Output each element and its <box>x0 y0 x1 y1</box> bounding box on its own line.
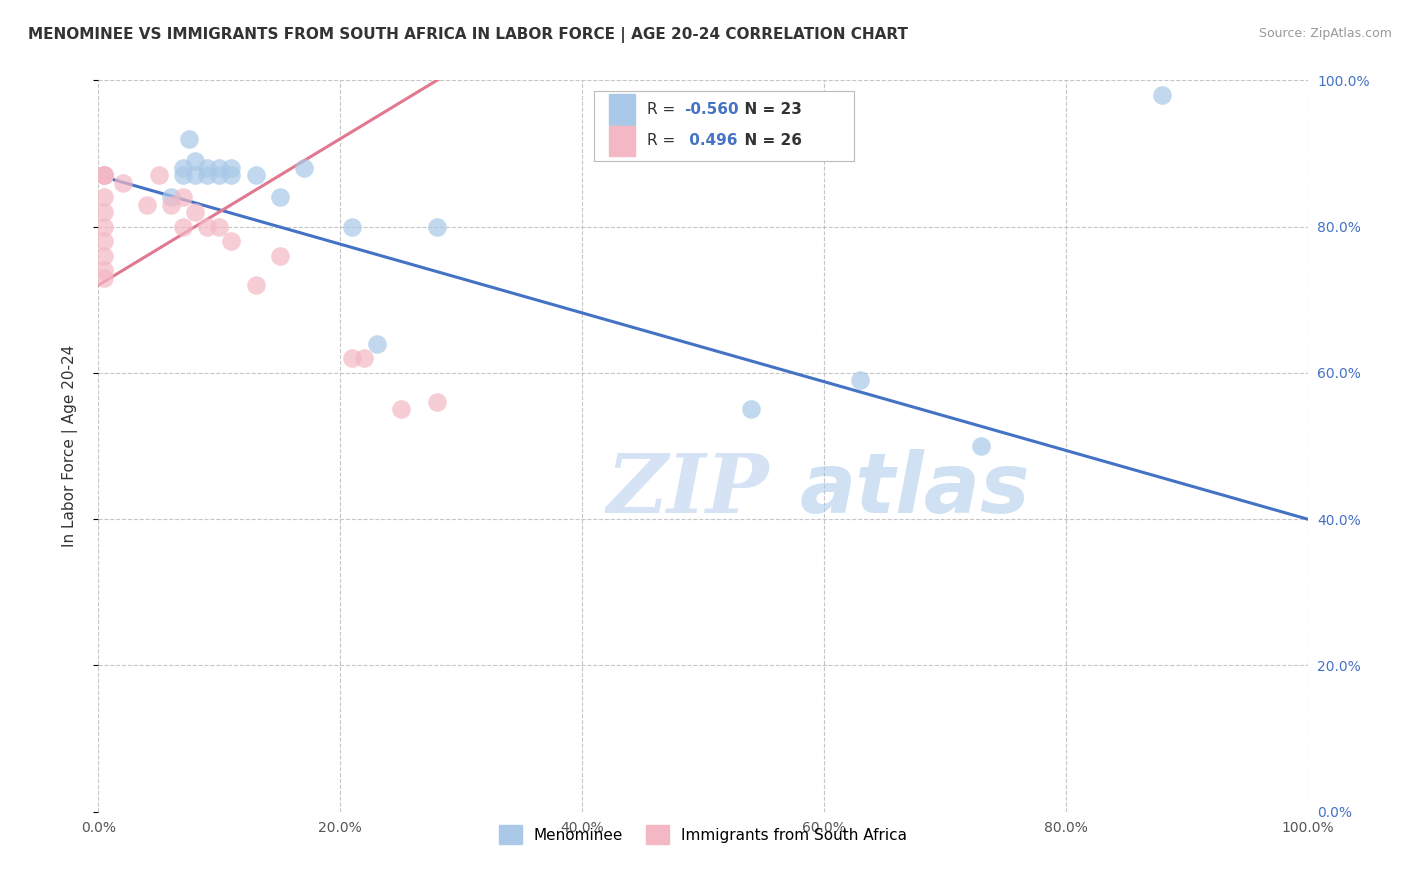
FancyBboxPatch shape <box>609 95 636 125</box>
Point <box>93 169 115 183</box>
Text: R =: R = <box>647 102 681 117</box>
Text: 0.496: 0.496 <box>683 134 737 148</box>
Text: Source: ZipAtlas.com: Source: ZipAtlas.com <box>1258 27 1392 40</box>
Point <box>93 234 115 248</box>
Point <box>172 161 194 175</box>
Point <box>172 169 194 183</box>
Point <box>93 263 115 277</box>
Point <box>93 270 115 285</box>
Point <box>245 278 267 293</box>
Point <box>93 249 115 263</box>
Text: atlas: atlas <box>800 450 1031 531</box>
Point <box>426 395 449 409</box>
Point <box>740 402 762 417</box>
Point <box>221 161 243 175</box>
Point <box>269 249 291 263</box>
Point <box>426 219 449 234</box>
Point <box>93 169 115 183</box>
Point <box>221 234 243 248</box>
Point <box>148 169 170 183</box>
Point <box>93 205 115 219</box>
Point <box>195 161 218 175</box>
FancyBboxPatch shape <box>595 91 855 161</box>
Point <box>342 219 364 234</box>
Point <box>179 132 201 146</box>
Point <box>93 169 115 183</box>
Point <box>1152 87 1174 102</box>
Point <box>245 169 267 183</box>
Text: MENOMINEE VS IMMIGRANTS FROM SOUTH AFRICA IN LABOR FORCE | AGE 20-24 CORRELATION: MENOMINEE VS IMMIGRANTS FROM SOUTH AFRIC… <box>28 27 908 43</box>
Point <box>184 205 207 219</box>
Point <box>269 190 291 204</box>
Point <box>172 219 194 234</box>
Point <box>195 169 218 183</box>
FancyBboxPatch shape <box>609 126 636 156</box>
Text: R =: R = <box>647 134 681 148</box>
Point <box>93 169 115 183</box>
Text: -0.560: -0.560 <box>683 102 738 117</box>
Text: N = 26: N = 26 <box>734 134 803 148</box>
Point <box>208 219 231 234</box>
Point <box>970 439 993 453</box>
Point <box>195 219 218 234</box>
Text: N = 23: N = 23 <box>734 102 803 117</box>
Legend: Menominee, Immigrants from South Africa: Menominee, Immigrants from South Africa <box>491 818 915 852</box>
Point <box>93 190 115 204</box>
Point <box>849 373 872 387</box>
Point <box>184 169 207 183</box>
Point <box>135 197 157 211</box>
Point <box>292 161 315 175</box>
Point <box>389 402 412 417</box>
Point <box>208 161 231 175</box>
Point <box>184 153 207 168</box>
Point <box>366 336 388 351</box>
Point <box>342 351 364 366</box>
Point <box>160 197 183 211</box>
Point <box>160 190 183 204</box>
Point <box>111 176 134 190</box>
Point <box>93 219 115 234</box>
Point <box>221 169 243 183</box>
Text: ZIP: ZIP <box>606 450 769 530</box>
Y-axis label: In Labor Force | Age 20-24: In Labor Force | Age 20-24 <box>62 345 77 547</box>
Point <box>353 351 375 366</box>
Point <box>208 169 231 183</box>
Point <box>172 190 194 204</box>
